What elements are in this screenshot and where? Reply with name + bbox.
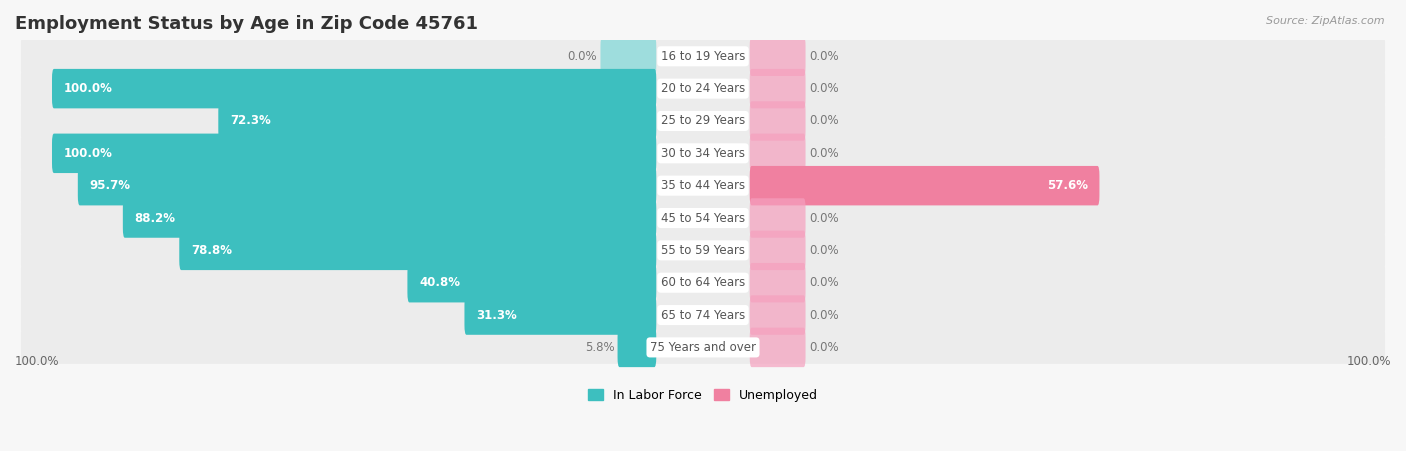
Text: 30 to 34 Years: 30 to 34 Years — [661, 147, 745, 160]
Text: 45 to 54 Years: 45 to 54 Years — [661, 212, 745, 225]
Text: 0.0%: 0.0% — [808, 244, 838, 257]
FancyBboxPatch shape — [749, 295, 806, 335]
Text: 0.0%: 0.0% — [568, 50, 598, 63]
Text: 100.0%: 100.0% — [15, 355, 59, 368]
FancyBboxPatch shape — [749, 133, 806, 173]
FancyBboxPatch shape — [21, 234, 1385, 267]
Text: 20 to 24 Years: 20 to 24 Years — [661, 82, 745, 95]
FancyBboxPatch shape — [600, 37, 657, 76]
Text: 0.0%: 0.0% — [808, 276, 838, 289]
Text: 95.7%: 95.7% — [90, 179, 131, 192]
FancyBboxPatch shape — [21, 105, 1385, 138]
FancyBboxPatch shape — [749, 101, 806, 141]
FancyBboxPatch shape — [52, 133, 657, 173]
FancyBboxPatch shape — [617, 328, 657, 367]
Legend: In Labor Force, Unemployed: In Labor Force, Unemployed — [583, 384, 823, 407]
FancyBboxPatch shape — [21, 202, 1385, 235]
Text: 35 to 44 Years: 35 to 44 Years — [661, 179, 745, 192]
FancyBboxPatch shape — [21, 40, 1385, 73]
FancyBboxPatch shape — [52, 69, 657, 108]
Text: 72.3%: 72.3% — [231, 115, 271, 128]
Text: 5.8%: 5.8% — [585, 341, 614, 354]
FancyBboxPatch shape — [180, 230, 657, 270]
Text: 100.0%: 100.0% — [63, 82, 112, 95]
FancyBboxPatch shape — [464, 295, 657, 335]
Text: Source: ZipAtlas.com: Source: ZipAtlas.com — [1267, 16, 1385, 26]
FancyBboxPatch shape — [21, 266, 1385, 299]
FancyBboxPatch shape — [21, 169, 1385, 202]
FancyBboxPatch shape — [749, 69, 806, 108]
Text: 0.0%: 0.0% — [808, 341, 838, 354]
Text: 0.0%: 0.0% — [808, 308, 838, 322]
Text: 57.6%: 57.6% — [1046, 179, 1088, 192]
FancyBboxPatch shape — [21, 72, 1385, 105]
FancyBboxPatch shape — [21, 331, 1385, 364]
FancyBboxPatch shape — [749, 328, 806, 367]
FancyBboxPatch shape — [408, 263, 657, 303]
Text: 60 to 64 Years: 60 to 64 Years — [661, 276, 745, 289]
FancyBboxPatch shape — [749, 198, 806, 238]
Text: 100.0%: 100.0% — [63, 147, 112, 160]
FancyBboxPatch shape — [21, 137, 1385, 170]
Text: 78.8%: 78.8% — [191, 244, 232, 257]
Text: 65 to 74 Years: 65 to 74 Years — [661, 308, 745, 322]
Text: 88.2%: 88.2% — [135, 212, 176, 225]
Text: 31.3%: 31.3% — [477, 308, 517, 322]
Text: 0.0%: 0.0% — [808, 50, 838, 63]
Text: 16 to 19 Years: 16 to 19 Years — [661, 50, 745, 63]
Text: Employment Status by Age in Zip Code 45761: Employment Status by Age in Zip Code 457… — [15, 15, 478, 33]
Text: 55 to 59 Years: 55 to 59 Years — [661, 244, 745, 257]
FancyBboxPatch shape — [122, 198, 657, 238]
FancyBboxPatch shape — [749, 166, 1099, 205]
Text: 0.0%: 0.0% — [808, 212, 838, 225]
FancyBboxPatch shape — [749, 37, 806, 76]
Text: 0.0%: 0.0% — [808, 115, 838, 128]
FancyBboxPatch shape — [218, 101, 657, 141]
FancyBboxPatch shape — [21, 299, 1385, 331]
Text: 0.0%: 0.0% — [808, 82, 838, 95]
FancyBboxPatch shape — [77, 166, 657, 205]
Text: 75 Years and over: 75 Years and over — [650, 341, 756, 354]
Text: 100.0%: 100.0% — [1347, 355, 1391, 368]
Text: 40.8%: 40.8% — [419, 276, 460, 289]
FancyBboxPatch shape — [749, 263, 806, 303]
FancyBboxPatch shape — [749, 230, 806, 270]
Text: 25 to 29 Years: 25 to 29 Years — [661, 115, 745, 128]
Text: 0.0%: 0.0% — [808, 147, 838, 160]
